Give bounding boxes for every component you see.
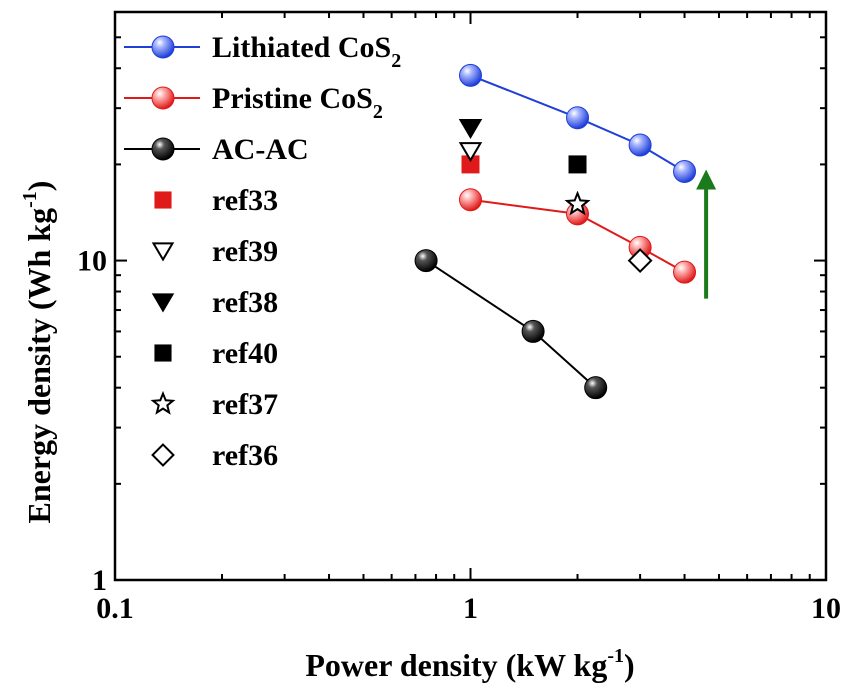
x-tick-label: 1 (463, 592, 478, 625)
legend-label: Lithiated CoS2 (212, 31, 401, 72)
x-tick-label: 0.1 (96, 592, 134, 625)
x-tick-label: 10 (811, 592, 841, 625)
axis-titles: Power density (kW kg-1) Energy density (… (19, 181, 635, 683)
data-point (458, 142, 483, 163)
legend-label: Pristine CoS2 (212, 82, 383, 123)
series-ref37 (564, 190, 591, 216)
series-layer (414, 63, 697, 400)
legend-label: ref37 (212, 388, 278, 421)
y-axis-title: Energy density (Wh kg-1) (19, 181, 57, 524)
series-ref38 (458, 119, 483, 139)
data-point (151, 137, 175, 161)
data-point (564, 190, 591, 216)
data-point (414, 249, 438, 273)
data-point (627, 248, 653, 273)
data-point (151, 86, 175, 110)
legend-item: ref36 (151, 439, 278, 472)
series-line (425, 259, 597, 389)
data-point (154, 191, 172, 209)
data-point (150, 390, 176, 415)
legend-label: ref40 (212, 337, 278, 370)
data-point (459, 63, 482, 87)
y-tick-label: 1 (92, 564, 107, 597)
legend-item: Lithiated CoS2 (124, 31, 401, 72)
series-ref33 (461, 155, 480, 174)
data-point (566, 106, 590, 130)
series-ref40 (568, 155, 587, 174)
data-point (154, 344, 172, 362)
annotation-layer (696, 169, 717, 299)
legend-label: ref36 (212, 439, 278, 472)
legend-item: Pristine CoS2 (124, 82, 383, 123)
legend-item: ref38 (151, 286, 278, 319)
data-point (151, 242, 175, 262)
data-point (458, 119, 483, 139)
y-tick-label: 10 (77, 245, 107, 278)
data-point (673, 260, 697, 284)
series-ref39 (458, 142, 483, 163)
legend-label: ref39 (212, 235, 278, 268)
x-axis-title: Power density (kW kg-1) (305, 645, 634, 683)
series-ref36 (627, 248, 653, 273)
data-point (151, 293, 175, 313)
legend-item: AC-AC (124, 133, 309, 166)
legend-item: ref33 (154, 184, 278, 217)
data-point (461, 155, 480, 174)
data-point (584, 376, 608, 400)
legend-label: AC-AC (212, 133, 309, 166)
data-point (459, 188, 482, 212)
legend-item: ref39 (151, 235, 278, 268)
data-point (521, 319, 545, 343)
data-point (151, 35, 175, 59)
data-point (151, 443, 175, 467)
arrow-head (696, 169, 717, 190)
legend-item: ref40 (154, 337, 278, 370)
series-line (470, 198, 685, 273)
data-point (673, 160, 697, 184)
series-line (470, 74, 686, 173)
series-lithiated-cos (459, 63, 697, 184)
legend-label: ref33 (212, 184, 278, 217)
legend: Lithiated CoS2 Pristine CoS2 AC-AC ref33 ref… (124, 31, 401, 472)
legend-item: ref37 (150, 388, 278, 421)
legend-label: ref38 (212, 286, 278, 319)
data-point (628, 133, 652, 157)
data-point (568, 155, 587, 174)
series-ac-ac (414, 249, 608, 400)
